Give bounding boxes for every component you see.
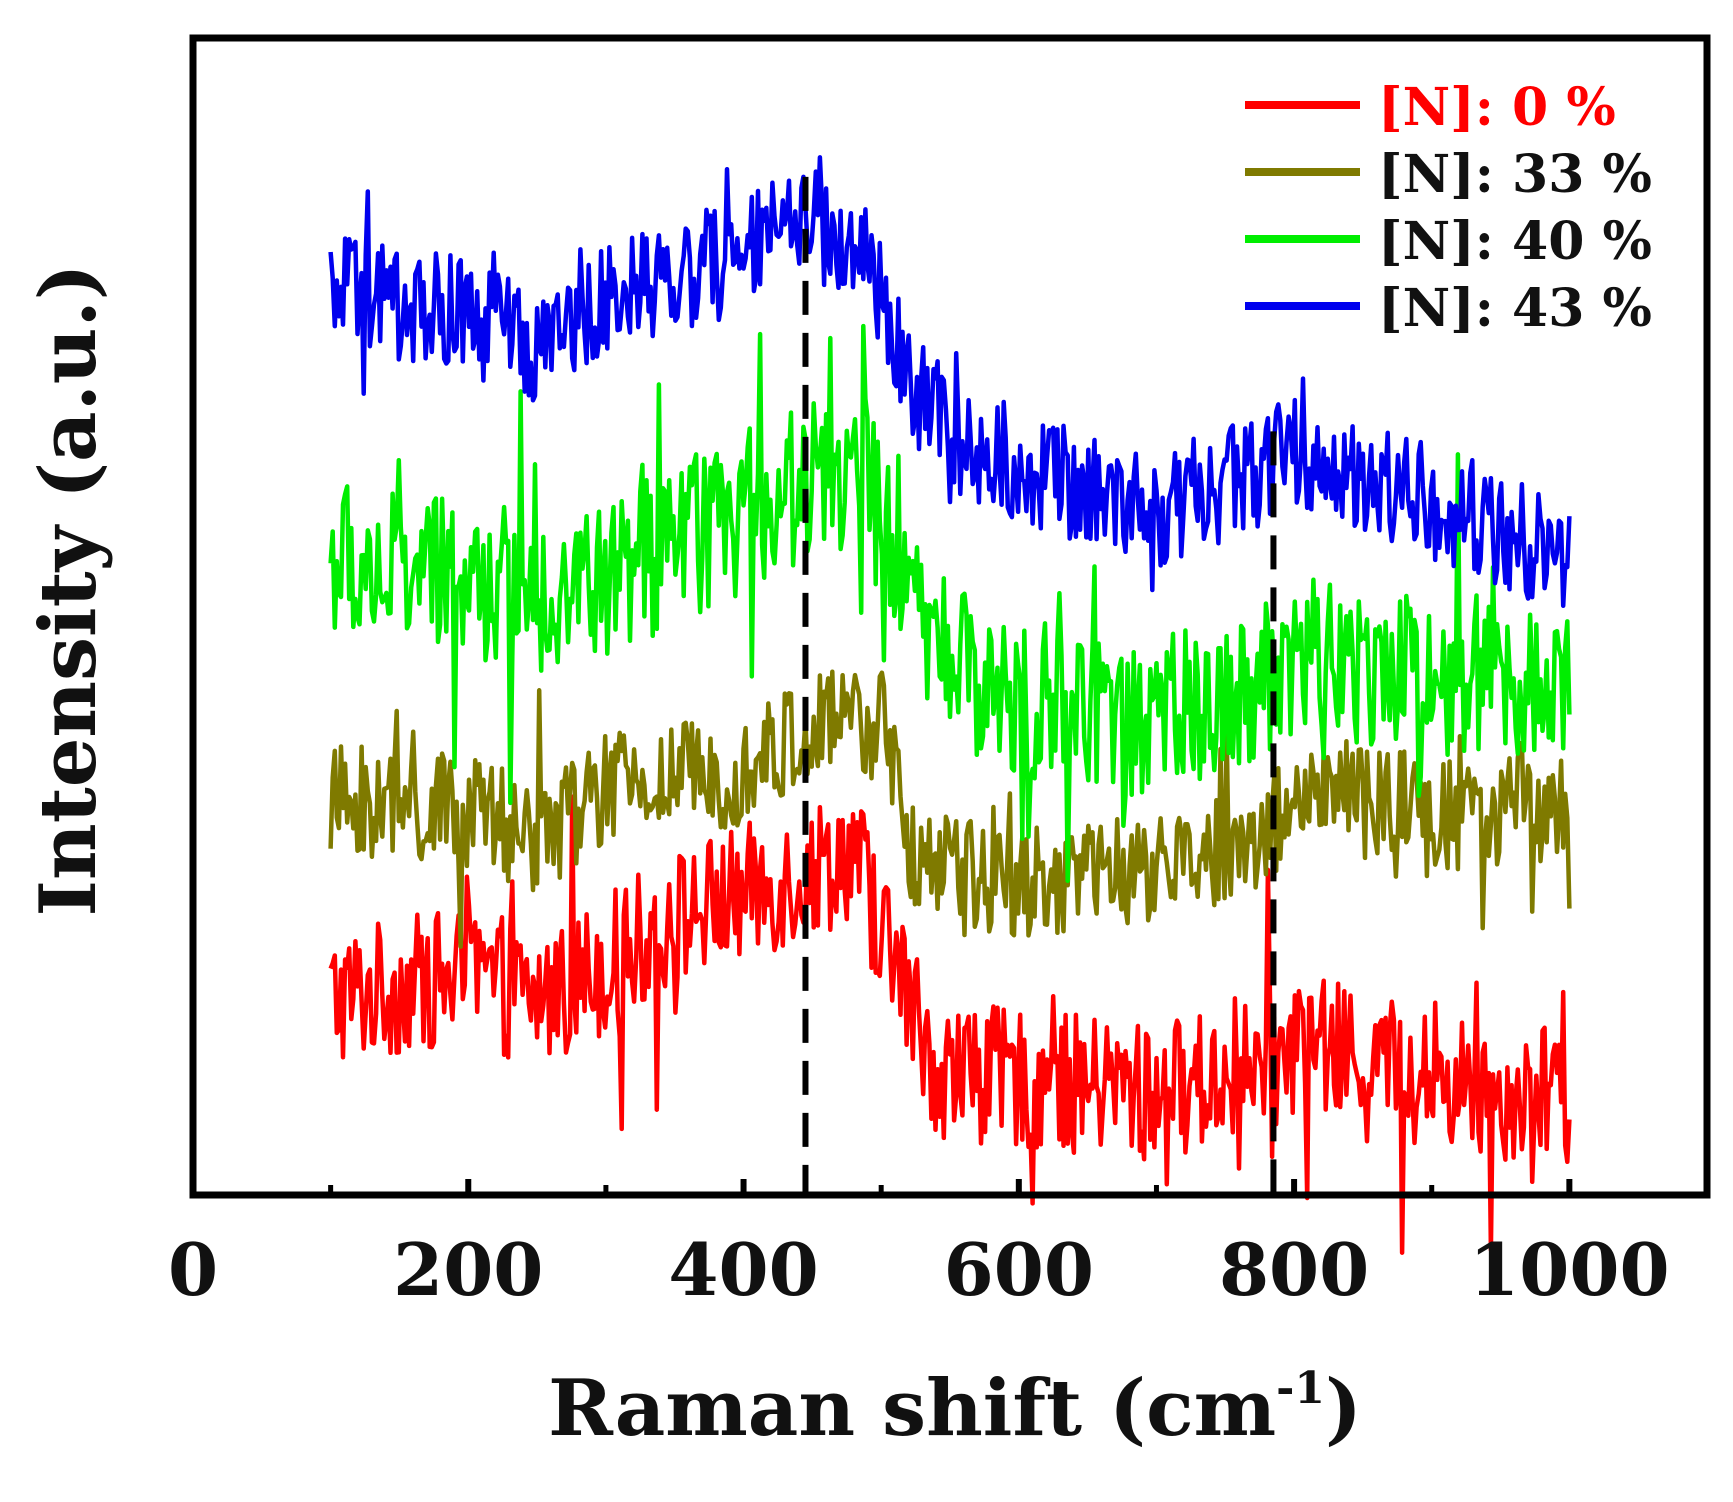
x-axis-ticks: 0 200 400 600 800 1000 (168, 1179, 1670, 1312)
series-line-0 (328, 794, 1572, 1255)
series-layer (328, 155, 1572, 1255)
legend: [N]: 0 %[N]: 33 %[N]: 40 %[N]: 43 % (1245, 77, 1652, 339)
x-tick-label: 400 (668, 1227, 818, 1312)
series-line-2 (328, 323, 1572, 884)
plot-frame (189, 34, 1711, 1199)
reference-lines (802, 176, 1277, 1195)
series-line-1 (328, 669, 1572, 949)
y-axis-label: Intensity (a.u.) (23, 264, 114, 917)
series-line-3 (328, 155, 1572, 608)
x-tick-label: 800 (1219, 1227, 1369, 1312)
legend-label-2: [N]: 40 % (1378, 211, 1652, 272)
legend-label-1: [N]: 33 % (1378, 144, 1652, 205)
x-axis-label-main: Raman shift (cm (548, 1363, 1276, 1454)
x-axis-label-superscript: -1 (1276, 1363, 1325, 1414)
x-tick-label: 0 (168, 1227, 218, 1312)
x-axis-label: Raman shift (cm-1) (548, 1363, 1362, 1454)
legend-label-3: [N]: 43 % (1378, 278, 1652, 339)
legend-label-0: [N]: 0 % (1378, 77, 1616, 138)
x-tick-label: 1000 (1469, 1227, 1669, 1312)
x-tick-label: 200 (393, 1227, 543, 1312)
x-axis-label-close: ) (1325, 1363, 1362, 1454)
x-tick-label: 600 (944, 1227, 1094, 1312)
